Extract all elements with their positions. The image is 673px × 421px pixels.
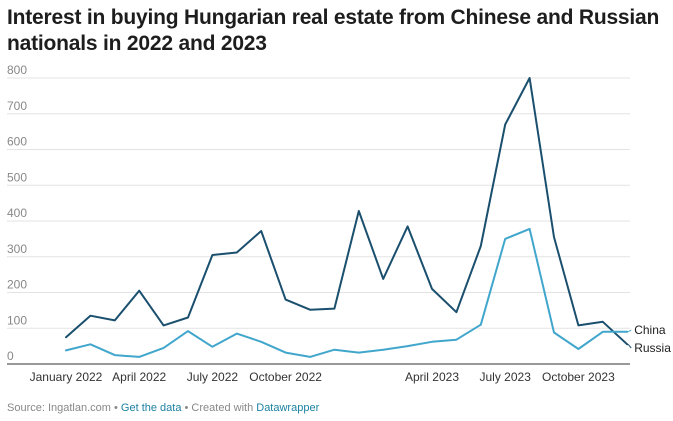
series-labels: Russia China <box>627 323 671 355</box>
y-tick-label: 0 <box>7 349 14 363</box>
y-tick-label: 700 <box>7 99 27 113</box>
created-with-text: • Created with <box>181 402 257 414</box>
y-tick-label: 600 <box>7 135 27 149</box>
x-tick-label: January 2022 <box>30 370 103 384</box>
get-data-link[interactable]: Get the data <box>120 402 182 414</box>
source-note: Source: Ingatlan.com <box>7 402 111 414</box>
y-tick-label: 300 <box>7 242 27 256</box>
series-label-china: China <box>634 323 666 337</box>
series-label-russia: Russia <box>634 341 671 355</box>
series-lines <box>65 77 629 358</box>
x-tick-label: April 2023 <box>405 370 459 384</box>
y-tick-label: 800 <box>7 63 27 77</box>
y-tick-label: 100 <box>7 313 27 327</box>
y-tick-label: 200 <box>7 278 27 292</box>
chart-title: Interest in buying Hungarian real estate… <box>7 6 660 55</box>
x-tick-label: October 2023 <box>542 370 615 384</box>
series-label-connector <box>627 329 632 333</box>
y-tick-label: 500 <box>7 170 27 184</box>
x-tick-label: October 2022 <box>249 370 322 384</box>
x-axis-ticks: January 2022 April 2022 July 2022 October 2… <box>30 370 615 384</box>
x-tick-label: July 2023 <box>480 370 532 384</box>
datawrapper-link[interactable]: Datawrapper <box>256 402 320 414</box>
x-tick-label: April 2022 <box>112 370 166 384</box>
series-line-china <box>65 227 629 358</box>
chart-footer: Source: Ingatlan.com • Get the data • Cr… <box>7 402 319 414</box>
footer-separator: • <box>110 402 121 414</box>
gridlines <box>7 77 630 365</box>
y-axis-ticks: 0 100 200 300 400 500 600 700 800 <box>7 63 27 363</box>
series-label-connector <box>627 344 632 349</box>
x-tick-label: July 2022 <box>187 370 239 384</box>
series-line-russia <box>65 77 629 346</box>
y-tick-label: 400 <box>7 206 27 220</box>
